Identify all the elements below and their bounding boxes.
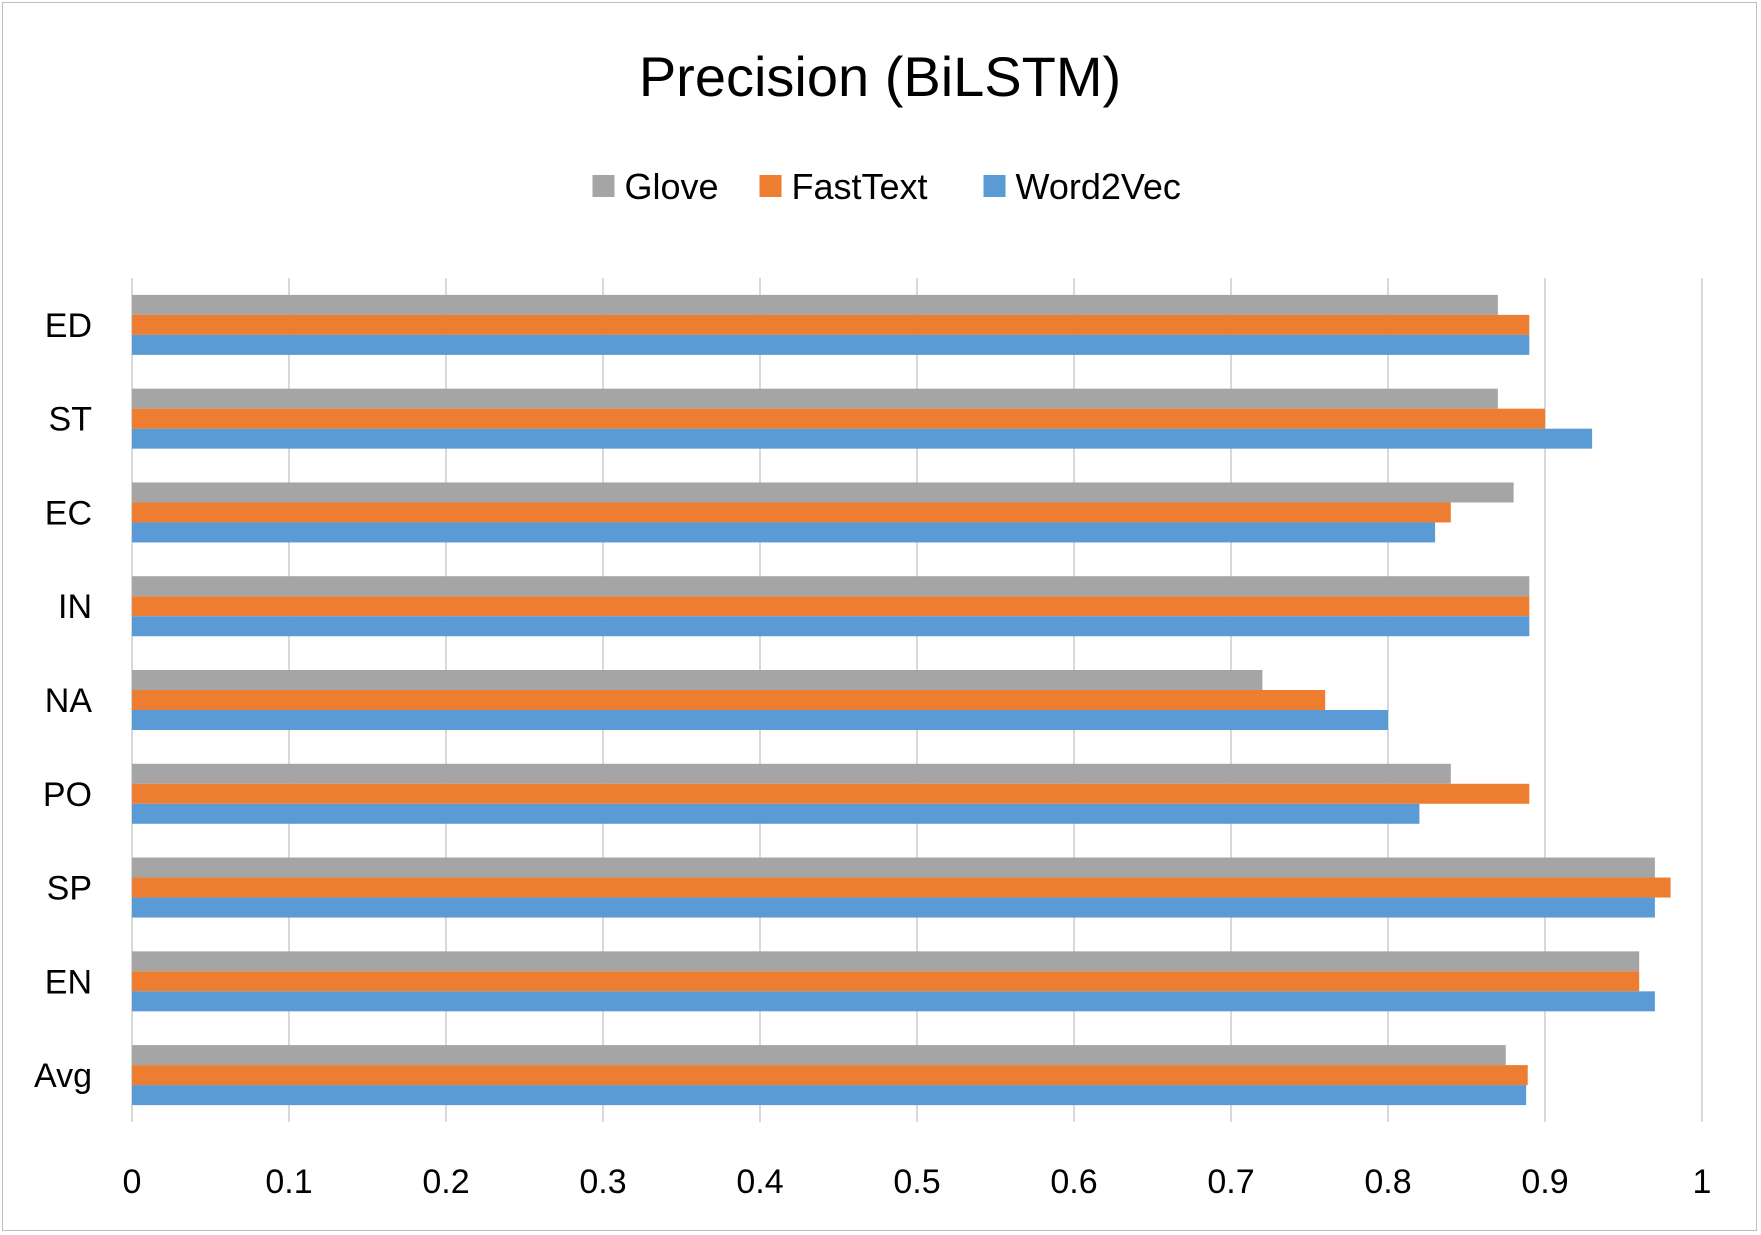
bar-word2vec-sp: [132, 897, 1655, 918]
y-tick-label: Avg: [34, 1057, 92, 1095]
x-axis: 0 0.1 0.2 0.3 0.4 0.5 0.6 0.7 0.8 0.9 1: [123, 1163, 1712, 1201]
y-tick-label: EN: [45, 963, 92, 1001]
bar-word2vec-in: [132, 616, 1530, 637]
bar-fasttext-en: [132, 971, 1640, 992]
bar-glove-in: [132, 576, 1530, 597]
y-tick-label: IN: [58, 588, 92, 626]
bar-fasttext-ec: [132, 502, 1451, 523]
chart-title: Precision (BiLSTM): [639, 45, 1121, 108]
legend-swatch-glove: [592, 175, 615, 197]
bar-glove-ec: [132, 482, 1514, 503]
x-tick-label: 0.5: [893, 1163, 940, 1201]
x-tick-label: 0: [123, 1163, 142, 1201]
y-tick-label: EC: [45, 494, 92, 532]
bar-glove-ed: [132, 294, 1498, 315]
bar-word2vec-po: [132, 803, 1420, 824]
y-tick-label: NA: [45, 682, 93, 720]
bar-glove-st: [132, 388, 1498, 409]
y-tick-label: PO: [43, 776, 92, 814]
y-tick-label: ST: [49, 401, 92, 439]
bar-glove-avg: [132, 1045, 1506, 1066]
legend-swatch-word2vec: [983, 175, 1006, 197]
x-tick-label: 0.3: [579, 1163, 626, 1201]
bar-word2vec-en: [132, 991, 1655, 1012]
x-tick-label: 0.6: [1050, 1163, 1097, 1201]
bar-word2vec-ec: [132, 522, 1436, 543]
x-tick-label: 0.4: [736, 1163, 783, 1201]
x-tick-label: 0.8: [1364, 1163, 1411, 1201]
x-tick-label: 0.9: [1521, 1163, 1568, 1201]
legend-label-glove: Glove: [625, 166, 719, 207]
bar-glove-sp: [132, 857, 1655, 878]
y-tick-label: SP: [47, 870, 92, 908]
bar-fasttext-po: [132, 783, 1530, 804]
x-tick-label: 0.7: [1207, 1163, 1254, 1201]
bar-word2vec-na: [132, 710, 1388, 730]
bar-glove-en: [132, 951, 1640, 972]
bar-glove-na: [132, 670, 1263, 690]
bar-fasttext-na: [132, 690, 1326, 710]
bar-word2vec-avg: [132, 1085, 1527, 1106]
bars: [132, 294, 1671, 1106]
bar-fasttext-sp: [132, 877, 1671, 898]
y-tick-label: ED: [45, 307, 92, 345]
y-axis: ED ST EC IN NA PO SP EN Avg: [34, 307, 92, 1095]
legend-label-fasttext: FastText: [792, 166, 928, 207]
bar-fasttext-ed: [132, 314, 1530, 335]
bar-glove-po: [132, 763, 1451, 784]
bar-word2vec-ed: [132, 334, 1530, 355]
legend-label-word2vec: Word2Vec: [1016, 166, 1181, 207]
x-tick-label: 0.1: [265, 1163, 312, 1201]
x-tick-label: 1: [1693, 1163, 1712, 1201]
legend: Glove FastText Word2Vec: [592, 166, 1181, 207]
bar-word2vec-st: [132, 428, 1593, 449]
bar-fasttext-avg: [132, 1065, 1528, 1086]
bar-fasttext-st: [132, 408, 1545, 429]
bar-fasttext-in: [132, 596, 1530, 617]
legend-swatch-fasttext: [759, 175, 782, 197]
x-tick-label: 0.2: [422, 1163, 469, 1201]
